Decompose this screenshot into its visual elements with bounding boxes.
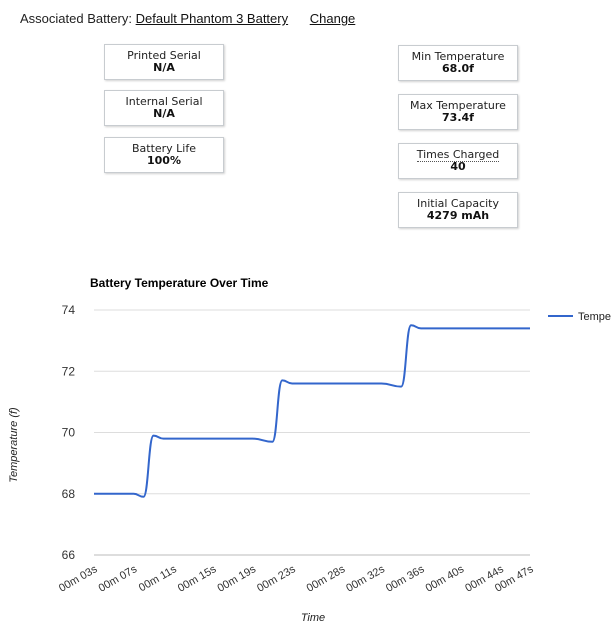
battery-life-value: 100% [147, 154, 181, 167]
chart-title: Battery Temperature Over Time [90, 276, 269, 290]
times-charged-label-wrap: Times Charged [399, 148, 517, 162]
y-tick-label: 70 [62, 426, 76, 440]
chart-grid [94, 309, 530, 556]
x-tick-label: 00m 03s [57, 563, 100, 595]
min-temperature-card: Min Temperature 68.0f [398, 45, 518, 81]
y-axis-ticks: 66 68 70 72 74 [62, 303, 76, 562]
x-tick-label: 00m 28s [305, 563, 348, 595]
printed-serial-value: N/A [153, 61, 175, 74]
max-temperature-value: 73.4f [442, 111, 474, 124]
associated-battery-header: Associated Battery: Default Phantom 3 Ba… [20, 11, 355, 26]
internal-serial-card: Internal Serial N/A [104, 90, 224, 126]
x-tick-label: 00m 15s [176, 563, 219, 595]
battery-name-link[interactable]: Default Phantom 3 Battery [135, 11, 289, 26]
y-tick-label: 74 [62, 303, 76, 317]
initial-capacity-value: 4279 mAh [426, 209, 490, 222]
printed-serial-card: Printed Serial N/A [104, 44, 224, 80]
x-tick-label: 00m 19s [215, 563, 258, 595]
change-battery-link[interactable]: Change [309, 11, 356, 26]
max-temperature-label: Max Temperature [410, 99, 506, 112]
initial-capacity-label: Initial Capacity [416, 197, 499, 210]
battery-life-label: Battery Life [131, 142, 197, 155]
y-tick-label: 72 [62, 364, 76, 378]
internal-serial-value: N/A [153, 107, 175, 120]
battery-life-card: Battery Life 100% [104, 137, 224, 173]
min-temperature-value: 68.0f [442, 62, 474, 75]
y-tick-label: 66 [62, 548, 76, 562]
series-line [94, 324, 531, 498]
x-tick-label: 00m 23s [255, 563, 298, 595]
x-axis-label: Time [301, 612, 325, 624]
temperature-chart: Battery Temperature Over Time 66 68 70 72 74… [8, 276, 611, 624]
y-tick-label: 68 [62, 487, 76, 501]
x-tick-label: 00m 07s [97, 563, 140, 595]
max-temperature-card: Max Temperature 73.4f [398, 94, 518, 130]
y-axis-label: Temperature (f) [8, 407, 20, 483]
times-charged-card: Times Charged 40 [398, 143, 518, 179]
legend-label: Tempe [578, 311, 611, 323]
min-temperature-label: Min Temperature [411, 50, 505, 63]
x-tick-label: 00m 40s [424, 563, 467, 595]
x-tick-label: 00m 36s [384, 563, 427, 595]
x-tick-label: 00m 32s [344, 563, 387, 595]
printed-serial-label: Printed Serial [127, 49, 201, 62]
times-charged-label[interactable]: Times Charged [416, 148, 500, 162]
initial-capacity-card: Initial Capacity 4279 mAh [398, 192, 518, 228]
times-charged-value: 40 [450, 160, 466, 173]
internal-serial-label: Internal Serial [125, 95, 203, 108]
x-tick-label: 00m 11s [137, 563, 179, 594]
associated-battery-label: Associated Battery: [20, 11, 132, 26]
